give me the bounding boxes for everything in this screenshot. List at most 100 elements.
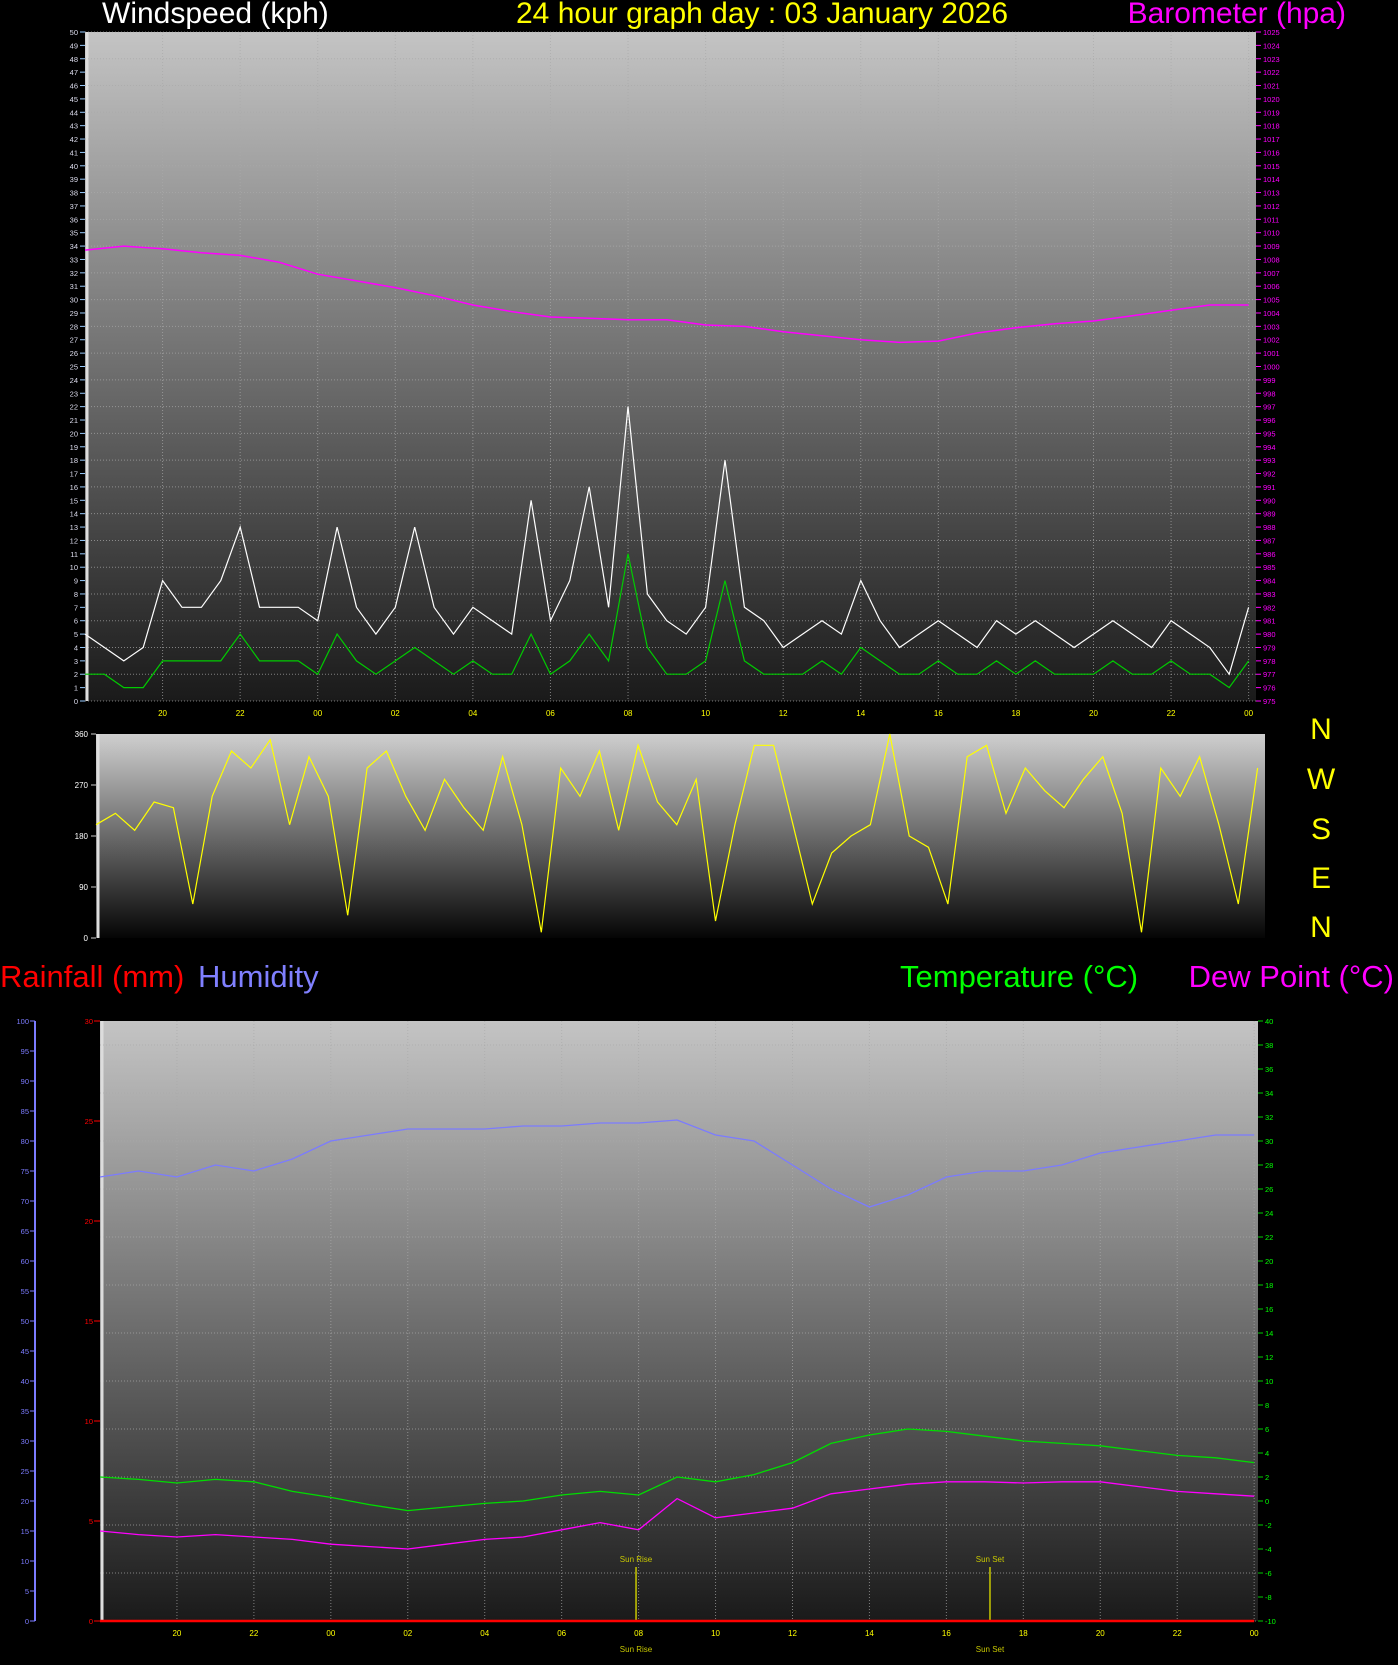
x-tick-label: 20: [1096, 1629, 1105, 1638]
x-tick-label: 22: [1167, 709, 1176, 718]
windspeed-tick-label: 30: [70, 296, 78, 305]
windspeed-tick-label: 32: [70, 269, 78, 278]
humidity-tick-label: 30: [21, 1437, 29, 1446]
rainfall-tick-label: 30: [85, 1017, 93, 1026]
temperature-tick-label: -2: [1265, 1521, 1272, 1530]
temperature-tick-label: -10: [1265, 1617, 1276, 1626]
temperature-tick-label: 4: [1265, 1449, 1269, 1458]
direction-label-e: E: [1310, 862, 1331, 895]
x-tick-label: 08: [624, 709, 633, 718]
barometer-tick-label: 1020: [1263, 95, 1280, 104]
temperature-tick-label: -6: [1265, 1569, 1272, 1578]
barometer-tick-label: 1024: [1263, 41, 1280, 50]
x-tick-label: 10: [701, 709, 710, 718]
barometer-tick-label: 980: [1263, 630, 1276, 639]
x-tick-label: 00: [1244, 709, 1253, 718]
windspeed-tick-label: 18: [70, 456, 78, 465]
temperature-tick-label: 10: [1265, 1377, 1273, 1386]
windspeed-tick-label: 5: [74, 630, 78, 639]
barometer-tick-label: 1004: [1263, 309, 1280, 318]
temperature-tick-label: 36: [1265, 1065, 1273, 1074]
barometer-tick-label: 1009: [1263, 242, 1280, 251]
x-tick-label: 12: [788, 1629, 797, 1638]
windspeed-tick-label: 41: [70, 148, 78, 157]
humidity-tick-label: 50: [21, 1317, 29, 1326]
x-tick-label: 12: [779, 709, 788, 718]
temperature-tick-label: 22: [1265, 1233, 1273, 1242]
windspeed-tick-label: 21: [70, 416, 78, 425]
windspeed-tick-label: 15: [70, 496, 78, 505]
x-tick-label: 16: [942, 1629, 951, 1638]
barometer-tick-label: 1025: [1263, 28, 1280, 37]
humidity-tick-label: 85: [21, 1107, 29, 1116]
windspeed-tick-label: 12: [70, 536, 78, 545]
windspeed-tick-label: 2: [74, 670, 78, 679]
humidity-tick-label: 5: [25, 1587, 29, 1596]
humidity-tick-label: 70: [21, 1197, 29, 1206]
rainfall-tick-label: 10: [85, 1417, 93, 1426]
barometer-tick-label: 1013: [1263, 189, 1280, 198]
windspeed-tick-label: 24: [70, 376, 78, 385]
windspeed-tick-label: 43: [70, 122, 78, 131]
barometer-tick-label: 1006: [1263, 282, 1280, 291]
barometer-tick-label: 1011: [1263, 215, 1279, 224]
barometer-tick-label: 978: [1263, 657, 1276, 666]
barometer-tick-label: 998: [1263, 389, 1276, 398]
direction-label-n-top: N: [1310, 713, 1332, 746]
humidity-tick-label: 65: [21, 1227, 29, 1236]
x-tick-label: 00: [326, 1629, 335, 1638]
windspeed-tick-label: 46: [70, 82, 78, 91]
x-tick-label: 06: [546, 709, 555, 718]
windspeed-tick-label: 16: [70, 483, 78, 492]
windspeed-tick-label: 6: [74, 617, 78, 626]
x-tick-label: 18: [1019, 1629, 1028, 1638]
x-tick-label: 20: [1089, 709, 1098, 718]
windspeed-tick-label: 44: [70, 108, 78, 117]
x-tick-label: 02: [391, 709, 400, 718]
humidity-tick-label: 10: [21, 1557, 29, 1566]
sun-marker-label: Sun Set: [976, 1555, 1005, 1564]
temperature-tick-label: 24: [1265, 1209, 1273, 1218]
windspeed-tick-label: 27: [70, 336, 78, 345]
barometer-tick-label: 1002: [1263, 336, 1280, 345]
temperature-tick-label: -4: [1265, 1545, 1272, 1554]
windspeed-tick-label: 25: [70, 363, 78, 372]
windspeed-tick-label: 9: [74, 577, 78, 586]
temperature-tick-label: -8: [1265, 1593, 1272, 1602]
windspeed-tick-label: 36: [70, 215, 78, 224]
windspeed-tick-label: 31: [70, 282, 78, 291]
temperature-title: Temperature (°C): [900, 959, 1139, 994]
direction-tick-label: 270: [75, 781, 89, 790]
temperature-tick-label: 14: [1265, 1329, 1273, 1338]
barometer-tick-label: 1010: [1263, 229, 1280, 238]
temperature-tick-label: 18: [1265, 1281, 1273, 1290]
windspeed-tick-label: 7: [74, 603, 78, 612]
windspeed-tick-label: 13: [70, 523, 78, 532]
windspeed-tick-label: 48: [70, 55, 78, 64]
temperature-tick-label: 34: [1265, 1089, 1273, 1098]
x-tick-label: 08: [634, 1629, 643, 1638]
barometer-tick-label: 995: [1263, 429, 1276, 438]
barometer-tick-label: 993: [1263, 456, 1276, 465]
direction-tick-label: 360: [75, 730, 89, 739]
barometer-tick-label: 1007: [1263, 269, 1280, 278]
wind-direction-line: [95, 733, 1259, 933]
windspeed-tick-label: 11: [70, 550, 78, 559]
windspeed-tick-label: 4: [74, 643, 78, 652]
windspeed-tick-label: 26: [70, 349, 78, 358]
windspeed-tick-label: 0: [74, 697, 78, 706]
x-tick-label: 20: [158, 709, 167, 718]
sun-marker-label: Sun Rise: [620, 1555, 653, 1564]
windspeed-tick-label: 29: [70, 309, 78, 318]
x-tick-label: 22: [236, 709, 245, 718]
windspeed-tick-label: 50: [70, 28, 78, 37]
barometer-tick-label: 1018: [1263, 122, 1280, 131]
barometer-tick-label: 1003: [1263, 322, 1280, 331]
temperature-humidity-plot: [100, 1021, 1258, 1621]
barometer-tick-label: 988: [1263, 523, 1276, 532]
windspeed-tick-label: 42: [70, 135, 78, 144]
rainfall-tick-label: 0: [89, 1617, 93, 1626]
humidity-tick-label: 90: [21, 1077, 29, 1086]
humidity-tick-label: 20: [21, 1497, 29, 1506]
